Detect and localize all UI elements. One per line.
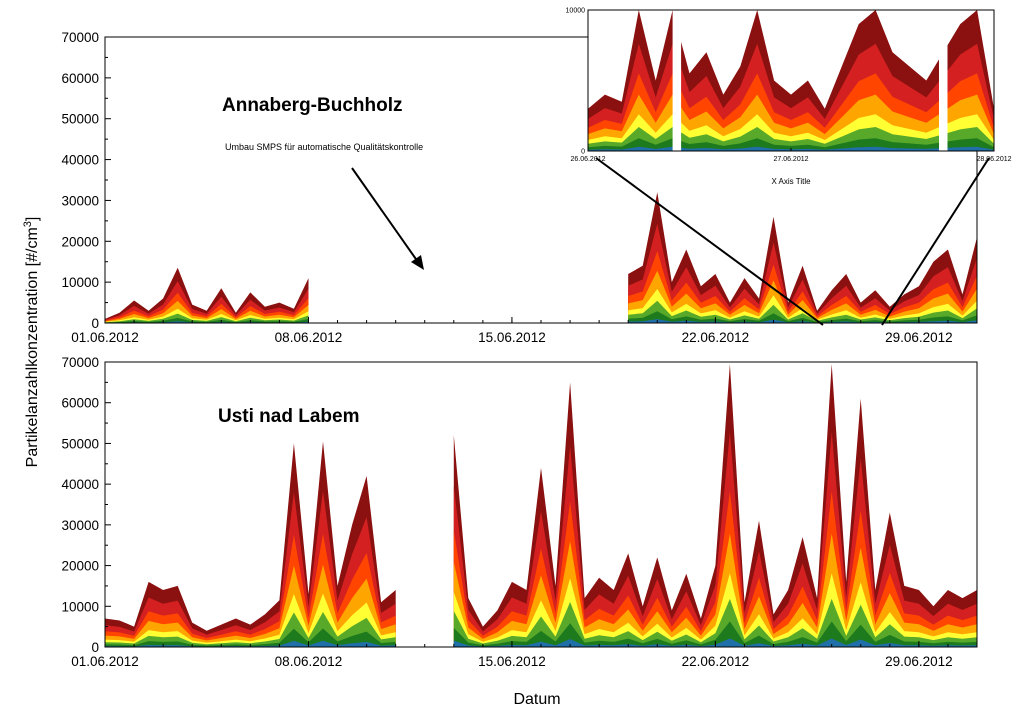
y-tick-label: 40000 bbox=[61, 477, 99, 492]
area-layer-2-segment-1 bbox=[588, 138, 994, 151]
area-layer-2-segment-1 bbox=[105, 318, 309, 323]
annaberg-y-ticks: 0 10000 20000 30000 40000 50000 60000 70000 bbox=[61, 30, 111, 331]
x-tick-label: 01.06.2012 bbox=[71, 330, 139, 345]
y-tick-label: 60000 bbox=[61, 396, 99, 411]
zoom-connector-right bbox=[881, 157, 990, 326]
y-tick-label: 30000 bbox=[61, 518, 99, 533]
annotation-arrow-head bbox=[411, 255, 424, 270]
smps-annotation: Umbau SMPS für automatische Qualitätskon… bbox=[225, 142, 423, 152]
x-tick-label: 29.06.2012 bbox=[885, 330, 953, 345]
x-tick-label: 26.06.2012 bbox=[570, 156, 605, 163]
y-tick-label: 70000 bbox=[61, 30, 99, 45]
data-gap-1 bbox=[672, 10, 682, 151]
x-tick-label: 27.06.2012 bbox=[773, 156, 808, 163]
inset-x-ticks: 26.06.2012 27.06.2012 28.06.2012 bbox=[570, 148, 1012, 163]
area-layer-5-segment-2 bbox=[628, 270, 977, 323]
inset-x-axis-title: X Axis Title bbox=[771, 177, 811, 186]
y-tick-label: 10000 bbox=[61, 599, 99, 614]
panel-annaberg: 0 10000 20000 30000 40000 50000 60000 70000 01.… bbox=[61, 30, 978, 345]
area-layer-3-segment-1 bbox=[105, 313, 309, 323]
x-tick-label: 22.06.2012 bbox=[682, 654, 750, 669]
y-tick-label: 40000 bbox=[61, 153, 99, 168]
data-gap-2 bbox=[939, 10, 948, 151]
x-tick-label: 15.06.2012 bbox=[478, 330, 546, 345]
x-tick-label: 08.06.2012 bbox=[275, 654, 343, 669]
y-axis-label: Partikelanzahlkonzentration [#/cm3] bbox=[22, 217, 41, 468]
y-tick-label: 70000 bbox=[61, 355, 99, 370]
y-tick-label: 20000 bbox=[61, 559, 99, 574]
y-tick-label: 50000 bbox=[61, 112, 99, 127]
inset-zoom: 0 10000 26.06.2012 27.06.2012 28.06.2012 X … bbox=[566, 8, 1012, 326]
y-tick-label: 20000 bbox=[61, 234, 99, 249]
y-tick-label: 30000 bbox=[61, 193, 99, 208]
annaberg-title: Annaberg-Buchholz bbox=[222, 95, 403, 116]
y-tick-label: 10000 bbox=[61, 275, 99, 290]
zoom-connector-left bbox=[595, 157, 824, 326]
x-tick-label: 22.06.2012 bbox=[682, 330, 750, 345]
y-tick-label: 0 bbox=[581, 149, 585, 156]
x-tick-label: 15.06.2012 bbox=[478, 654, 546, 669]
x-axis-label: Datum bbox=[513, 691, 560, 708]
annaberg-x-ticks: 01.06.2012 08.06.2012 15.06.2012 22.06.2012… bbox=[71, 317, 978, 345]
panel-usti: 0 10000 20000 30000 40000 50000 60000 70000 01.… bbox=[61, 355, 978, 669]
inset-area-layers bbox=[588, 10, 994, 151]
annaberg-area-layers bbox=[105, 192, 977, 323]
y-tick-label: 0 bbox=[91, 316, 99, 331]
inset-y-ticks: 0 10000 bbox=[566, 8, 591, 156]
x-tick-label: 29.06.2012 bbox=[885, 654, 953, 669]
y-tick-label: 10000 bbox=[566, 8, 586, 15]
usti-y-ticks: 0 10000 20000 30000 40000 50000 60000 70000 bbox=[61, 355, 111, 655]
area-layer-1-segment-1 bbox=[588, 146, 994, 151]
x-tick-label: 28.06.2012 bbox=[976, 156, 1011, 163]
area-layer-1-segment-1 bbox=[105, 640, 396, 647]
y-tick-label: 0 bbox=[91, 640, 99, 655]
usti-title: Usti nad Labem bbox=[218, 406, 359, 427]
usti-x-ticks: 01.06.2012 08.06.2012 15.06.2012 22.06.2012… bbox=[71, 641, 978, 669]
x-tick-label: 08.06.2012 bbox=[275, 330, 343, 345]
y-tick-label: 60000 bbox=[61, 71, 99, 86]
y-tick-label: 50000 bbox=[61, 436, 99, 451]
x-tick-label: 01.06.2012 bbox=[71, 654, 139, 669]
usti-area-layers bbox=[105, 364, 977, 647]
area-layer-4-segment-2 bbox=[628, 289, 977, 323]
annotation-arrow-line bbox=[351, 167, 419, 263]
